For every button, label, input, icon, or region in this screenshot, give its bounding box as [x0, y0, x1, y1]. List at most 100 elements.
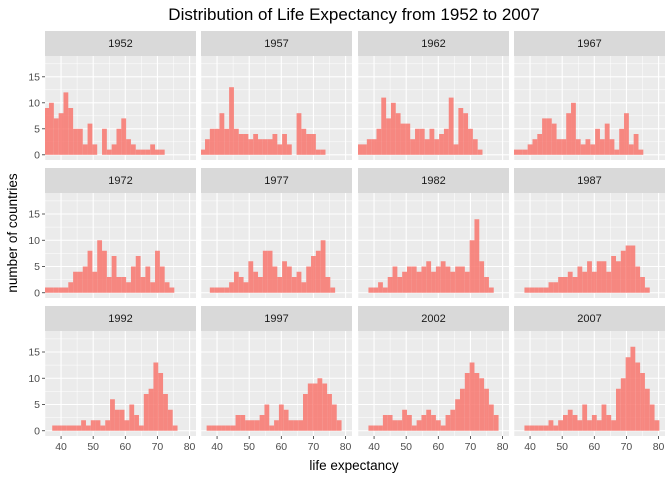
histogram-bar [320, 149, 326, 155]
facet-strip-label: 1972 [108, 175, 132, 187]
histogram-bar [167, 409, 173, 431]
x-tick-label: 80 [497, 441, 509, 453]
histogram-bar [472, 139, 478, 155]
histogram-bar [421, 415, 427, 431]
histogram-bar [153, 362, 159, 431]
histogram-bar [68, 108, 74, 155]
chart-title: Distribution of Life Expectancy from 195… [168, 5, 539, 24]
y-axis-title: number of countries [5, 173, 20, 293]
histogram-bar [654, 420, 660, 431]
histogram-bar [529, 287, 535, 293]
histogram-bar [601, 404, 607, 431]
histogram-bar [439, 134, 444, 155]
histogram-bar [85, 425, 91, 431]
histogram-bar [368, 287, 374, 293]
histogram-bar [582, 404, 588, 431]
histogram-bar [649, 404, 655, 431]
histogram-bar [463, 113, 469, 155]
histogram-bar [100, 425, 106, 431]
facet-strip [358, 31, 509, 56]
histogram-bar [443, 128, 449, 155]
histogram-bar [561, 139, 567, 155]
histogram-bar [77, 271, 83, 293]
histogram-bars [206, 378, 342, 431]
histogram-bar [562, 277, 568, 293]
histogram-bar [277, 277, 283, 293]
histogram-bar [81, 420, 86, 431]
y-tick-label: 0 [34, 150, 40, 162]
histogram-bar [571, 102, 576, 155]
histogram-bar [301, 282, 307, 293]
x-tick-label: 50 [556, 441, 568, 453]
histogram-bar [39, 124, 44, 155]
histogram-bar [111, 144, 117, 155]
histogram-bar [358, 144, 363, 155]
histogram-bar [453, 144, 459, 155]
histogram-bar [469, 240, 475, 293]
histogram-bar [58, 287, 64, 293]
facet-strip-label: 1967 [577, 38, 601, 50]
facet-strip-label: 1987 [577, 175, 601, 187]
facet-panel-1952: 1952 0 5 10 15 [25, 31, 196, 162]
x-tick-label: 50 [243, 441, 255, 453]
histogram-bar [624, 113, 629, 155]
histogram-bar [529, 425, 535, 431]
histogram-bar [159, 149, 165, 155]
histogram-bar [229, 87, 234, 155]
histogram-bar [572, 277, 578, 293]
histogram-bar [625, 245, 631, 293]
histogram-bar [640, 277, 645, 293]
histogram-bar [303, 394, 308, 431]
histogram-bar [635, 362, 641, 431]
histogram-bar [534, 287, 539, 293]
histogram-bar [315, 149, 321, 155]
histogram-bar [95, 420, 101, 431]
histogram-bar [411, 425, 417, 431]
histogram-bar [562, 415, 568, 431]
histogram-bar [163, 394, 168, 431]
histogram-bar [331, 404, 337, 431]
histogram-bar [258, 139, 263, 155]
facet-panel-1987: 1987 [513, 168, 665, 298]
x-tick-label: 40 [55, 441, 67, 453]
histogram-bar [522, 149, 528, 155]
histogram-bar [49, 102, 54, 155]
histogram-bar [322, 383, 328, 431]
histogram-bar [387, 277, 393, 293]
histogram-bar [325, 277, 331, 293]
histogram-bar [596, 420, 602, 431]
histogram-bar [114, 409, 120, 431]
facet-panel-1967: 1967 [513, 31, 665, 160]
histogram-bar [110, 399, 115, 431]
histogram-bar [591, 415, 597, 431]
x-tick-label: 60 [432, 441, 444, 453]
histogram-bar [159, 266, 165, 293]
histogram-bar [25, 150, 30, 155]
histogram-bar [121, 277, 127, 293]
facet-strip [45, 31, 196, 56]
histogram-bar [397, 420, 403, 431]
histogram-bar [551, 123, 557, 155]
histogram-bar [527, 144, 533, 155]
histogram-bar [455, 399, 461, 431]
histogram-bar [148, 388, 154, 431]
facet-strip-label: 1957 [264, 38, 288, 50]
facet-panel-1957: 1957 [200, 31, 352, 160]
histogram-bar [169, 287, 175, 293]
histogram-bar [105, 420, 111, 431]
histogram-bar [397, 277, 403, 293]
facet-panel-1982: 1982 [357, 168, 509, 298]
histogram-bar [548, 420, 554, 431]
histogram-bar [591, 271, 597, 293]
histogram-bar [209, 128, 215, 155]
histogram-bar [644, 287, 650, 293]
histogram-bar [553, 282, 559, 293]
x-tick-label: 70 [152, 441, 164, 453]
histogram-bars [368, 362, 499, 431]
histogram-bar [633, 134, 639, 155]
x-tick-label: 40 [211, 441, 223, 453]
y-tick-label: 10 [28, 98, 40, 110]
histogram-bar [211, 425, 217, 431]
histogram-bar [488, 287, 494, 293]
